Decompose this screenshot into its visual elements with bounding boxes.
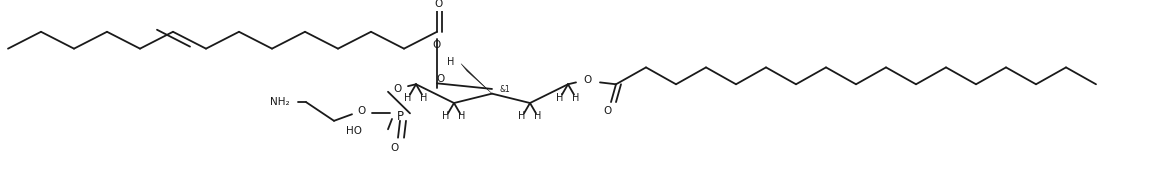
- Text: O: O: [437, 74, 445, 84]
- Text: H: H: [421, 93, 428, 103]
- Text: O: O: [358, 106, 366, 116]
- Text: H: H: [446, 57, 454, 67]
- Text: O: O: [432, 40, 442, 50]
- Text: NH₂: NH₂: [271, 97, 290, 107]
- Text: O: O: [435, 0, 443, 9]
- Polygon shape: [461, 64, 492, 94]
- Text: P: P: [397, 110, 403, 123]
- Text: H: H: [518, 111, 526, 121]
- Text: H: H: [405, 93, 412, 103]
- Text: O: O: [391, 143, 399, 153]
- Text: HO: HO: [346, 126, 362, 136]
- Text: O: O: [394, 84, 402, 94]
- Text: O: O: [603, 106, 613, 116]
- Text: H: H: [556, 93, 564, 103]
- Text: H: H: [458, 111, 466, 121]
- Text: H: H: [534, 111, 542, 121]
- Text: H: H: [443, 111, 450, 121]
- Text: O: O: [584, 75, 592, 85]
- Text: H: H: [572, 93, 579, 103]
- Text: &1: &1: [501, 85, 511, 94]
